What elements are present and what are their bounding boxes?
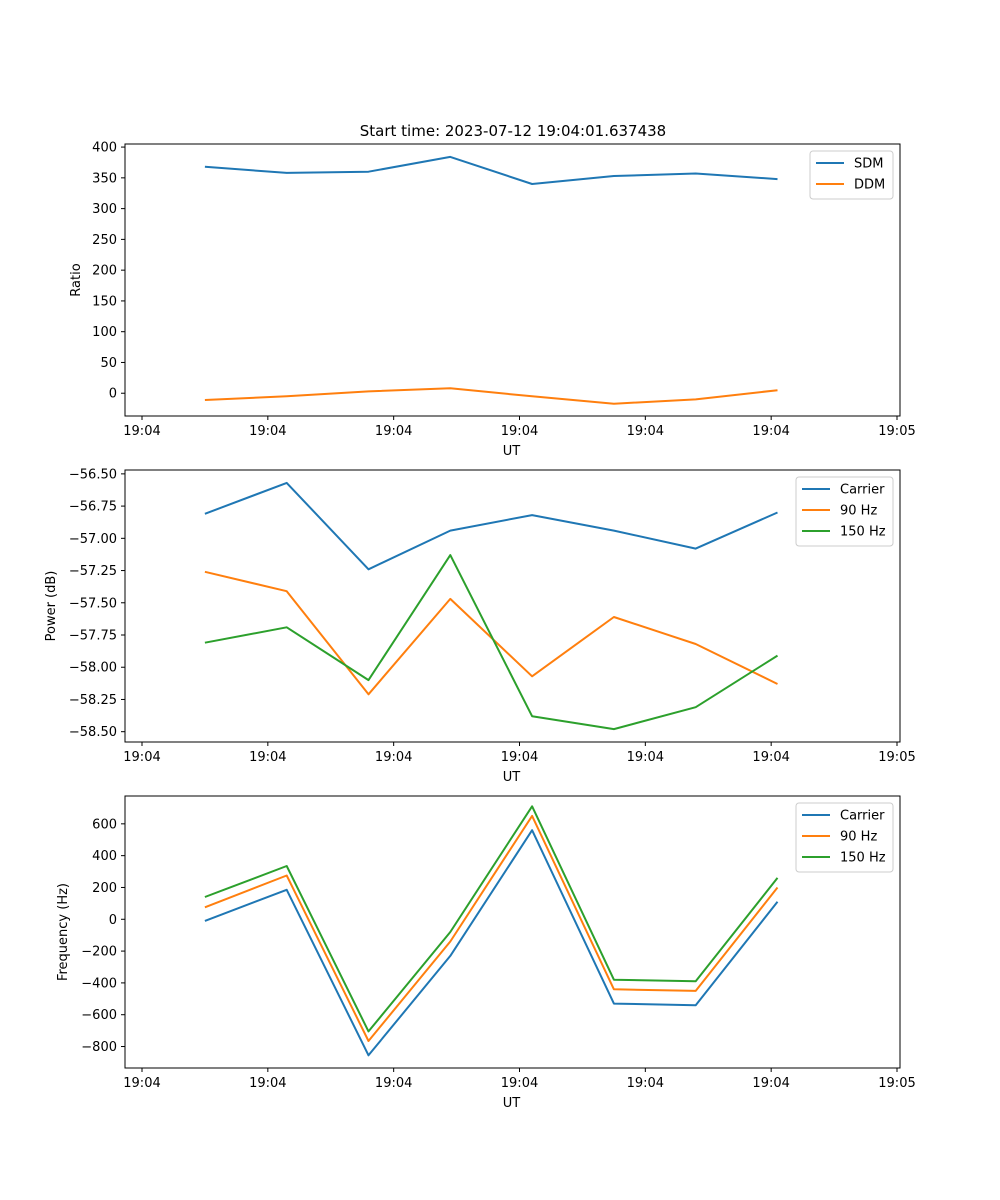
y-tick-label: 50 <box>100 356 117 371</box>
x-tick-label: 19:04 <box>375 424 412 439</box>
y-tick-label: 150 <box>92 294 117 309</box>
plot-frame <box>124 795 901 1069</box>
x-tick-label: 19:04 <box>123 1076 160 1091</box>
series-line-sdm <box>204 155 778 185</box>
y-axis-label: Ratio <box>69 263 84 296</box>
series-line-ddm <box>204 387 778 405</box>
x-tick-label: 19:04 <box>249 1076 286 1091</box>
y-tick-label: 200 <box>92 881 117 896</box>
y-axis-label: Frequency (Hz) <box>56 883 71 981</box>
x-axis-label: UT <box>503 1096 521 1111</box>
y-tick-label: −57.25 <box>69 564 117 579</box>
legend-label: Carrier <box>840 809 885 824</box>
legend: SDM DDM <box>809 150 894 200</box>
y-tick-label: −200 <box>81 945 117 960</box>
y-tick-label: 400 <box>92 141 117 156</box>
y-tick-label: 250 <box>92 233 117 248</box>
x-tick-label: 19:04 <box>123 424 160 439</box>
y-tick-label: −58.25 <box>69 693 117 708</box>
y-tick-label: 400 <box>92 849 117 864</box>
x-tick-label: 19:04 <box>627 750 664 765</box>
x-tick-label: 19:04 <box>501 750 538 765</box>
y-axis-label: Power (dB) <box>44 571 59 642</box>
y-tick-label: −400 <box>81 976 117 991</box>
legend-label: 90 Hz <box>840 504 877 519</box>
x-tick-label: 19:04 <box>501 1076 538 1091</box>
series-line-90-hz <box>204 570 778 696</box>
y-tick-label: −600 <box>81 1008 117 1023</box>
series-line-carrier <box>204 481 778 571</box>
y-tick-label: −56.50 <box>69 467 117 482</box>
x-tick-label: 19:04 <box>123 750 160 765</box>
y-tick-label: −57.50 <box>69 596 117 611</box>
y-tick-label: 300 <box>92 202 117 217</box>
x-axis-label: UT <box>503 444 521 459</box>
legend: Carrier 90 Hz 150 Hz <box>795 476 894 547</box>
x-axis-label: UT <box>503 770 521 785</box>
y-tick-label: −58.00 <box>69 661 117 676</box>
chart-1: 19:04 19:04 19:04 19:04 19:04 19:04 19:05 0 50 10… <box>69 141 916 459</box>
figure-title: Start time: 2023-07-12 19:04:01.637438 <box>360 122 666 140</box>
legend-label: DDM <box>854 178 885 193</box>
y-tick-label: −800 <box>81 1040 117 1055</box>
x-tick-label: 19:04 <box>375 1076 412 1091</box>
y-tick-label: 350 <box>92 171 117 186</box>
y-tick-label: 200 <box>92 264 117 279</box>
x-tick-label: 19:05 <box>878 1076 915 1091</box>
plot-frame <box>124 143 901 417</box>
x-tick-label: 19:04 <box>752 424 789 439</box>
legend-label: 90 Hz <box>840 830 877 845</box>
legend-box <box>795 802 894 873</box>
x-tick-label: 19:04 <box>249 750 286 765</box>
y-tick-label: −57.00 <box>69 532 117 547</box>
y-tick-label: 100 <box>92 325 117 340</box>
x-tick-label: 19:05 <box>878 424 915 439</box>
legend-box <box>795 476 894 547</box>
y-tick-label: −57.75 <box>69 629 117 644</box>
x-tick-label: 19:04 <box>752 1076 789 1091</box>
y-tick-label: 600 <box>92 817 117 832</box>
legend-label: SDM <box>854 157 883 172</box>
x-tick-label: 19:04 <box>375 750 412 765</box>
x-tick-label: 19:04 <box>627 1076 664 1091</box>
y-tick-label: 0 <box>109 387 117 402</box>
legend-label: 150 Hz <box>840 525 886 540</box>
y-tick-label: −58.50 <box>69 725 117 740</box>
legend-label: Carrier <box>840 483 885 498</box>
x-tick-label: 19:04 <box>249 424 286 439</box>
series-line-150-hz <box>204 805 779 1033</box>
x-tick-label: 19:04 <box>752 750 789 765</box>
y-tick-label: −56.75 <box>69 500 117 515</box>
x-tick-label: 19:05 <box>878 750 915 765</box>
plot-frame <box>124 469 901 743</box>
chart-3: 19:04 19:04 19:04 19:04 19:04 19:04 19:05 −800 −… <box>56 795 916 1111</box>
legend: Carrier 90 Hz 150 Hz <box>795 802 894 873</box>
legend-label: 150 Hz <box>840 851 886 866</box>
x-tick-label: 19:04 <box>501 424 538 439</box>
series-line-150-hz <box>204 554 779 731</box>
x-tick-label: 19:04 <box>627 424 664 439</box>
chart-2: 19:04 19:04 19:04 19:04 19:04 19:04 19:05 −56.5… <box>44 467 916 785</box>
y-tick-label: 0 <box>109 913 117 928</box>
series-line-carrier <box>204 829 779 1057</box>
series-line-90-hz <box>204 814 779 1042</box>
